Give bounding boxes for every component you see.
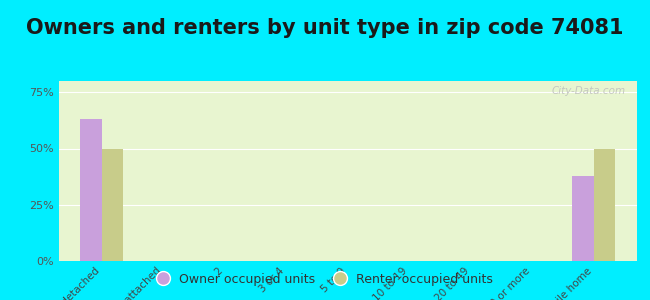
Legend: Owner occupied units, Renter occupied units: Owner occupied units, Renter occupied un… [151,268,499,291]
Text: Owners and renters by unit type in zip code 74081: Owners and renters by unit type in zip c… [26,18,624,38]
Bar [101,148,123,261]
Text: City-Data.com: City-Data.com [551,86,625,96]
Bar [80,119,101,261]
Bar [594,148,616,261]
Bar [573,176,594,261]
